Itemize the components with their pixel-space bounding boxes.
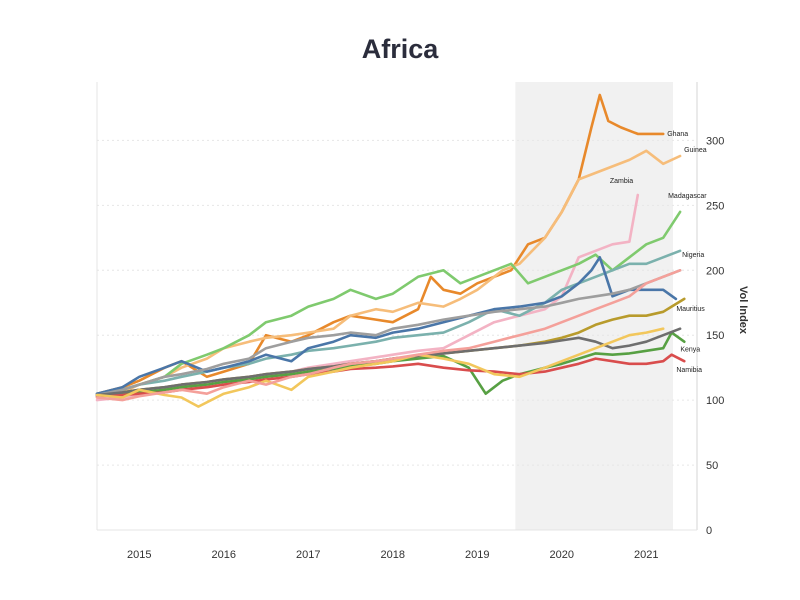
series-layer [95,93,686,408]
y-tick-label: 50 [706,460,718,472]
series-label: Namibia [676,367,702,374]
series-line-guinea [95,149,682,399]
series-label: Zambia [610,178,633,185]
series-label-layer: Ghana Guinea Zambia Madagascar Nigeria Maurit… [610,131,707,374]
y-axis-title: Vol Index [737,286,749,335]
series-label: Mauritius [676,306,705,313]
series-line-unlabeled [95,268,682,397]
chart-title: Africa [361,34,439,64]
series-line-unlabeled [95,268,682,402]
x-tick-label: 2019 [465,549,489,561]
x-tick-label: 2015 [127,549,151,561]
x-tick-label: 2021 [634,549,658,561]
x-tick-label: 2018 [381,549,405,561]
y-tick-label: 200 [706,265,724,277]
y-tick-label: 0 [706,525,712,537]
series-line-ghana [95,93,665,396]
y-tick-label: 150 [706,330,724,342]
axis-layer: 0 50 100 150 200 250 300 2015 2016 2017 2018 2019 20… [96,82,724,561]
series-label: Ghana [667,131,688,138]
y-tick-label: 100 [706,395,724,407]
series-line-unlabeled [95,327,665,408]
x-tick-label: 2017 [296,549,320,561]
series-line-kenya [95,331,686,397]
x-tick-label: 2016 [212,549,236,561]
series-line-madagascar [95,210,682,398]
x-tick-label: 2020 [550,549,574,561]
y-tick-label: 300 [706,135,724,147]
series-label: Kenya [680,347,700,354]
grid-layer [97,139,697,466]
series-line-nigeria [95,249,682,396]
series-line-namibia [95,353,686,398]
series-label: Madagascar [668,193,707,200]
y-tick-label: 250 [706,200,724,212]
series-label: Guinea [684,147,707,154]
series-label: Nigeria [682,252,704,259]
